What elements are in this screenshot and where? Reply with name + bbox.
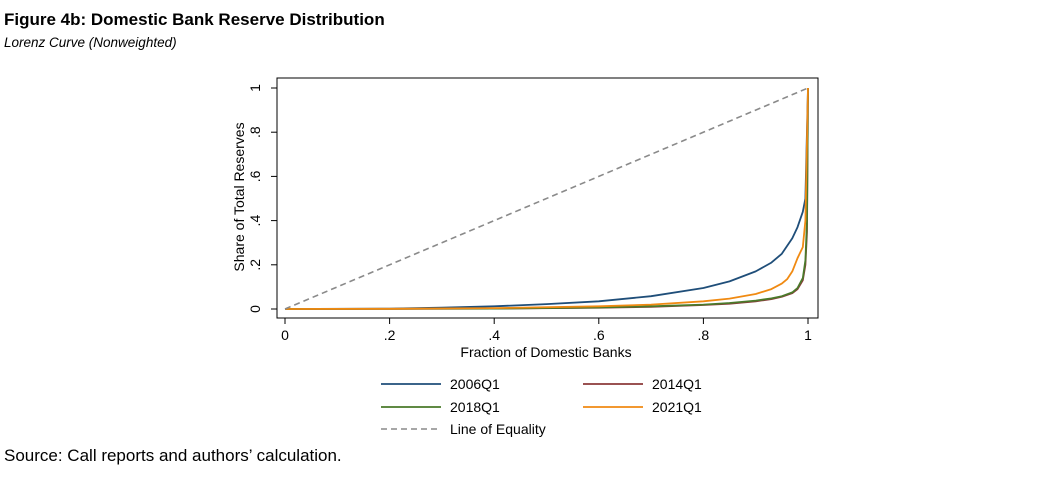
plot-area: 0 .2 .4 .6 .8 1 0 .2 .4 .6 .8 1 [247, 77, 819, 343]
y-tick-label: 1 [247, 84, 263, 92]
y-tick-label: .6 [247, 170, 263, 182]
series-line-2021q1 [284, 87, 809, 310]
x-tick-label: .2 [384, 327, 396, 343]
figure-subtitle: Lorenz Curve (Nonweighted) [4, 35, 177, 50]
legend-label: 2014Q1 [652, 376, 702, 392]
figure-title: Figure 4b: Domestic Bank Reserve Distrib… [4, 10, 385, 29]
series-line-2006q1 [284, 87, 809, 310]
y-tick-label: .2 [247, 259, 263, 271]
y-tick-label: 0 [247, 305, 263, 313]
legend-label: 2021Q1 [652, 399, 702, 415]
x-tick-label: 1 [804, 327, 812, 343]
x-axis-label: Fraction of Domestic Banks [460, 344, 631, 360]
legend-label: 2018Q1 [450, 399, 500, 415]
legend-label: Line of Equality [450, 421, 546, 437]
x-tick-label: .8 [698, 327, 710, 343]
y-axis-label: Share of Total Reserves [231, 122, 247, 271]
legend-label: 2006Q1 [450, 376, 500, 392]
source-note: Source: Call reports and authors’ calcul… [4, 446, 342, 465]
x-tick-label: .6 [593, 327, 605, 343]
y-tick-label: .4 [247, 215, 263, 227]
y-tick-label: .8 [247, 126, 263, 138]
series-line-line-of-equality [284, 87, 809, 310]
legend: 2006Q1 2014Q1 2018Q1 2021Q1 Line of Equality [381, 376, 702, 437]
x-tick-label: 0 [281, 327, 289, 343]
x-tick-label: .4 [488, 327, 500, 343]
